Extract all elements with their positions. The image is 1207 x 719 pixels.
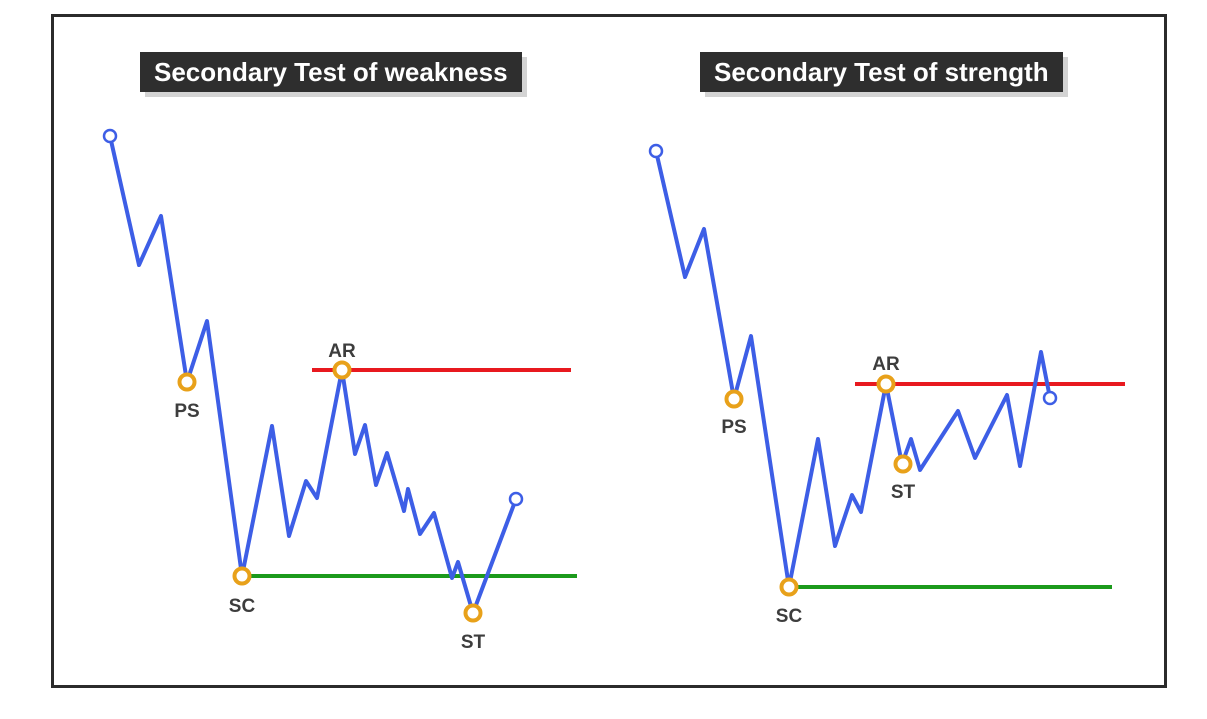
ps-label: PS <box>721 417 746 438</box>
panel-title-weakness: Secondary Test of weakness <box>140 52 522 92</box>
st-label: ST <box>461 632 486 653</box>
ps-label: PS <box>174 401 199 422</box>
panel-title-strength: Secondary Test of strength <box>700 52 1063 92</box>
st-marker <box>893 454 913 474</box>
panel-weakness: PS SC AR ST <box>102 128 577 653</box>
price-path <box>654 150 1052 589</box>
end-point-marker <box>1042 390 1058 406</box>
start-point-marker <box>648 143 664 159</box>
st-label: ST <box>891 482 916 503</box>
ar-marker <box>332 360 352 380</box>
ar-label: AR <box>328 341 356 362</box>
ar-label: AR <box>872 354 900 375</box>
sc-marker <box>232 566 252 586</box>
sc-label: SC <box>229 596 256 617</box>
panel-strength: PS SC AR ST <box>648 143 1125 627</box>
ps-marker <box>177 372 197 392</box>
st-marker <box>463 603 483 623</box>
price-path <box>108 135 518 615</box>
sc-label: SC <box>776 606 803 627</box>
ar-marker <box>876 374 896 394</box>
start-point-marker <box>102 128 118 144</box>
sc-marker <box>779 577 799 597</box>
end-point-marker <box>508 491 524 507</box>
ps-marker <box>724 389 744 409</box>
